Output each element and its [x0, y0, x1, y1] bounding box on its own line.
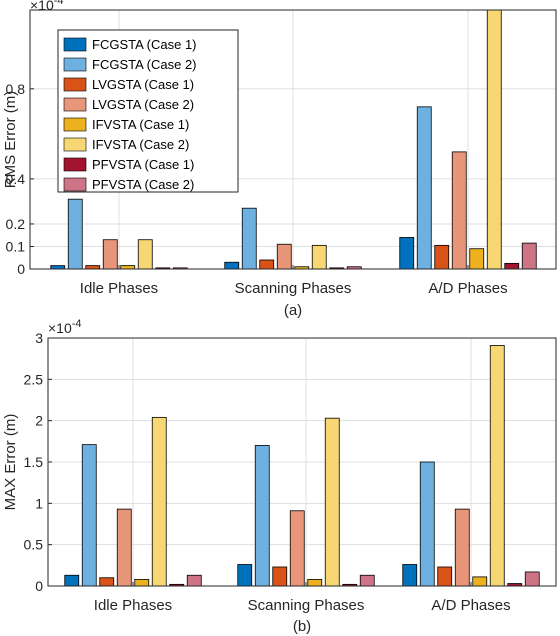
legend-swatch	[63, 137, 87, 152]
bar	[237, 564, 253, 587]
bar	[67, 198, 83, 270]
legend-label: IFVSTA (Case 2)	[92, 137, 189, 152]
legend-swatch	[63, 97, 87, 112]
legend-box	[57, 29, 239, 193]
y-axis-label: MAX Error (m)	[2, 414, 19, 511]
bar	[134, 578, 150, 587]
y-tick-label: 1	[35, 495, 43, 511]
legend-label: IFVSTA (Case 1)	[92, 117, 189, 132]
legend-label: PFVSTA (Case 2)	[92, 177, 194, 192]
x-tick-label: Idle Phases	[94, 597, 172, 614]
bar	[521, 242, 537, 270]
x-tick-label: A/D Phases	[428, 280, 507, 297]
chart-panel-max: 0 0.5 1 1.5 2 2.5 3 Idle Phases Scanning Phases…	[2, 318, 557, 635]
y-tick-labels: 0 0.5 1 1.5 2 2.5 3	[24, 330, 44, 594]
bar	[416, 106, 432, 270]
y-tick-label: 2.5	[24, 371, 44, 387]
bar	[102, 239, 118, 270]
chart-panel-rms: 0 0.1 0.2 0.4 0.8 Idle Phases Scanning Phases…	[2, 0, 557, 319]
bar	[402, 564, 418, 587]
bar	[120, 265, 136, 270]
bar	[289, 510, 305, 587]
x-tick-label: Scanning Phases	[248, 597, 365, 614]
legend-swatch	[63, 157, 87, 172]
y-tick-label: 0.4	[6, 171, 26, 187]
bar	[324, 417, 340, 587]
y-tick-label: 0	[17, 261, 25, 277]
exponent-power: -4	[54, 0, 64, 7]
bar	[116, 508, 132, 587]
legend-label: PFVSTA (Case 1)	[92, 157, 194, 172]
exponent-base: ×10	[30, 0, 54, 13]
bar	[276, 243, 292, 270]
legend: FCGSTA (Case 1) FCGSTA (Case 2) LVGSTA (Ca…	[57, 29, 239, 193]
bar	[472, 576, 488, 587]
bar	[359, 574, 375, 587]
y-tick-label: 0.1	[6, 238, 26, 254]
legend-label: FCGSTA (Case 1)	[92, 37, 197, 52]
y-tick-label: 2	[35, 413, 43, 429]
y-tick-label: 0.5	[24, 537, 44, 553]
legend-swatch	[63, 77, 87, 92]
bar	[419, 461, 435, 587]
exponent-label: ×10-4	[48, 318, 82, 336]
bar	[454, 508, 470, 587]
x-tick-label: Idle Phases	[80, 280, 158, 297]
bar	[241, 207, 257, 270]
bar	[489, 345, 505, 587]
x-tick-labels: Idle Phases Scanning Phases A/D Phases	[80, 280, 508, 297]
bar	[254, 445, 270, 587]
y-tick-labels: 0 0.1 0.2 0.4 0.8	[6, 81, 26, 277]
y-axis-label: RMS Error (m)	[2, 91, 19, 189]
y-tick-label: 1.5	[24, 454, 44, 470]
x-tick-labels: Idle Phases Scanning Phases A/D Phases	[94, 597, 511, 614]
plot-area-frame	[29, 9, 557, 270]
y-tick-label: 0	[35, 578, 43, 594]
legend-label: LVGSTA (Case 1)	[92, 77, 194, 92]
bar	[99, 577, 115, 587]
bar	[137, 239, 153, 270]
bar	[186, 574, 202, 587]
x-tick-label: A/D Phases	[431, 597, 510, 614]
bar	[524, 571, 540, 587]
bar	[307, 578, 323, 587]
bar	[81, 444, 97, 587]
legend-swatch	[63, 177, 87, 192]
exponent-power: -4	[72, 318, 82, 330]
legend-label: LVGSTA (Case 2)	[92, 97, 194, 112]
bars-group	[64, 345, 540, 587]
bar	[504, 262, 520, 270]
y-tick-label: 3	[35, 330, 43, 346]
bars-group	[50, 9, 537, 270]
bar	[85, 265, 101, 270]
x-tick-label: Scanning Phases	[235, 280, 352, 297]
bar	[399, 237, 415, 270]
bar	[224, 261, 240, 270]
bar	[311, 244, 327, 270]
exponent-label: ×10-4	[30, 0, 64, 13]
bar	[50, 265, 66, 270]
bar	[272, 566, 288, 587]
legend-swatch	[63, 57, 87, 72]
exponent-base: ×10	[48, 320, 72, 336]
bar	[451, 151, 467, 270]
bar	[486, 9, 502, 270]
bar	[469, 248, 485, 270]
bar	[437, 566, 453, 587]
y-tick-label: 0.2	[6, 216, 26, 232]
panel-caption: (a)	[284, 302, 302, 319]
legend-items: FCGSTA (Case 1) FCGSTA (Case 2) LVGSTA (Ca…	[63, 37, 197, 192]
bar	[259, 259, 275, 270]
bar	[64, 574, 80, 587]
panel-caption: (b)	[293, 618, 311, 635]
bar	[151, 416, 167, 587]
y-tick-label: 0.8	[6, 81, 26, 97]
bar	[434, 244, 450, 270]
legend-swatch	[63, 37, 87, 52]
legend-swatch	[63, 117, 87, 132]
plot-area-frame	[47, 337, 557, 587]
legend-label: FCGSTA (Case 2)	[92, 57, 197, 72]
